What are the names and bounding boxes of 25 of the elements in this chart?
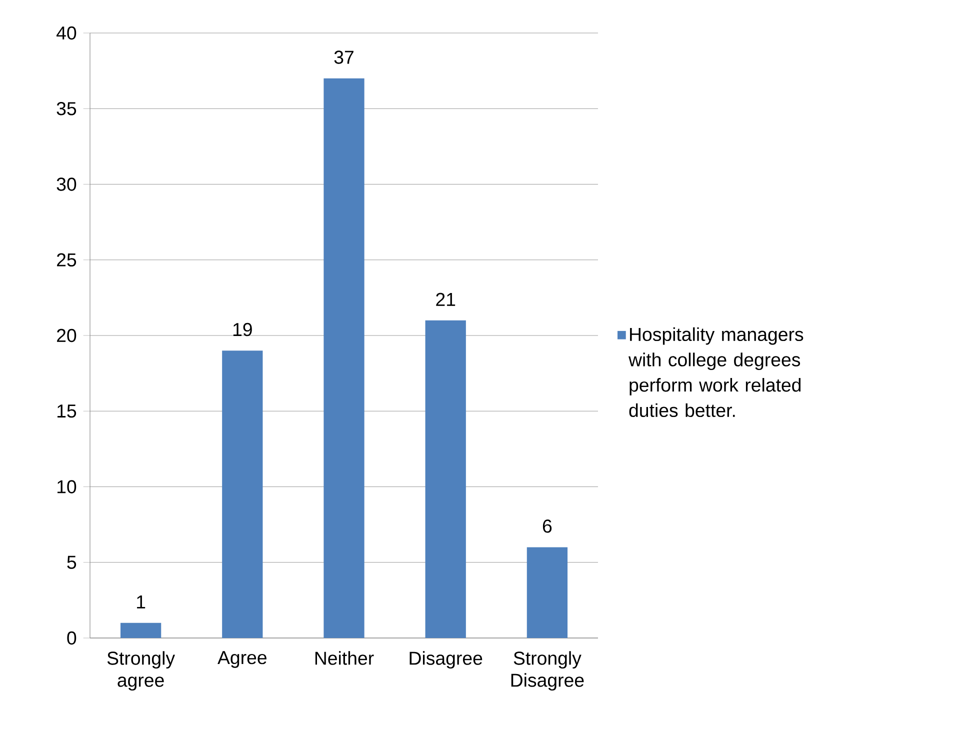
y-tick-label: 25	[57, 253, 76, 266]
bar	[120, 622, 162, 638]
bar	[324, 78, 364, 638]
data-label: 19	[233, 322, 252, 336]
x-tick-label: Strongly agree	[107, 651, 176, 691]
bar	[222, 350, 263, 638]
data-label: 1	[137, 596, 146, 608]
y-tick-label: 10	[58, 480, 76, 494]
y-tick-label: 20	[57, 328, 76, 342]
bar	[425, 320, 466, 638]
y-tick-label: 15	[58, 404, 76, 418]
x-tick-label: Neither	[315, 651, 374, 665]
data-label: 37	[334, 50, 354, 64]
y-tick-label: 35	[56, 102, 76, 116]
data-label: 6	[542, 520, 552, 533]
x-tick-label: Agree	[218, 651, 266, 668]
bar	[526, 547, 568, 638]
legend-label: Hospitality managers with college degrees perform work related duties better.	[628, 327, 804, 418]
y-tick-label: 30	[56, 178, 76, 191]
y-tick-label: 0	[67, 631, 76, 645]
data-label: 21	[436, 292, 456, 306]
y-tick-label: 5	[67, 556, 76, 569]
x-tick-label: Disagree	[410, 651, 482, 669]
x-tick-label: Strongly Disagree	[511, 651, 584, 691]
y-tick-label: 40	[56, 26, 76, 40]
